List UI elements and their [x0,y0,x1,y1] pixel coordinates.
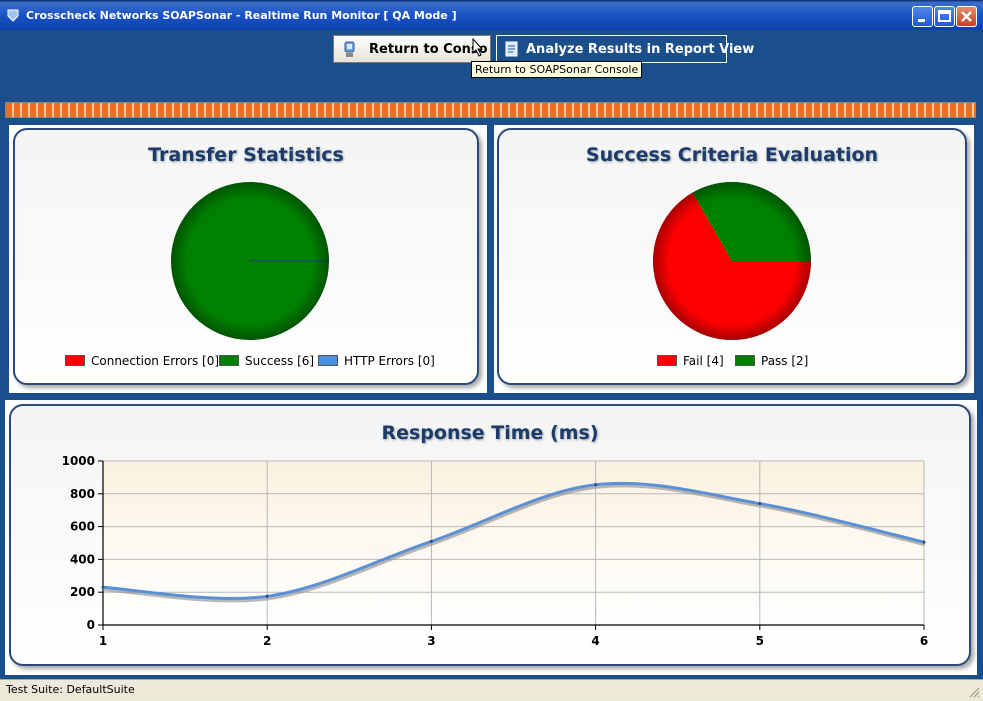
status-text: Test Suite: DefaultSuite [6,683,135,696]
x-tick-label: 2 [263,634,271,648]
legend-item-connection-errors: Connection Errors [0] [65,354,219,368]
legend-label: Success [6] [245,354,315,368]
y-tick-label: 400 [70,552,95,566]
maximize-button[interactable] [934,6,955,27]
y-tick-label: 800 [70,487,95,501]
legend-item-pass: Pass [2] [735,354,808,368]
data-point [922,540,926,544]
close-button[interactable] [956,6,977,27]
y-tick-label: 1000 [62,454,95,468]
success-criteria-pie [653,182,811,340]
success-criteria-title: Success Criteria Evaluation [585,144,879,166]
app-icon [7,9,19,22]
success-criteria-card: Success Criteria Evaluation Fail [4] Pas… [497,128,967,385]
close-icon [961,11,972,22]
legend-label: Fail [4] [683,354,724,368]
legend-label: HTTP Errors [0] [344,354,435,368]
title-bar: Crosscheck Networks SOAPSonar - Realtime… [0,0,983,30]
analyze-results-button[interactable]: Analyze Results in Report View [496,35,754,63]
transfer-statistics-legend: Connection Errors [0] Success [6] HTTP E… [65,354,445,370]
x-tick-label: 5 [756,634,764,648]
data-point [101,585,105,589]
data-point [429,539,433,543]
resize-grip-icon[interactable] [967,685,981,699]
transfer-statistics-card: Transfer Statistics Connection Errors [0… [13,128,479,385]
legend-item-http-errors: HTTP Errors [0] [318,354,435,368]
response-time-card: Response Time (ms) 0 200 400 600 800 1000 1 2 3 4… [9,404,971,666]
transfer-statistics-pie [171,182,329,340]
x-tick-label: 4 [591,634,599,648]
response-time-panel: Response Time (ms) 0 200 400 600 800 1000 1 2 3 4… [5,400,977,675]
x-tick-label: 1 [99,634,107,648]
legend-label: Connection Errors [0] [91,354,220,368]
progress-bar [5,102,976,118]
data-point [594,483,598,487]
response-time-line-chart: 0 200 400 600 800 1000 1 2 3 4 5 6 [62,454,929,648]
y-tick-label: 0 [87,618,95,632]
legend-label: Pass [2] [761,354,809,368]
legend-swatch [318,355,338,366]
analyze-results-label: Analyze Results in Report View [526,42,755,57]
tooltip: Return to SOAPSonar Console [471,61,643,78]
data-point [265,594,269,598]
main-frame: Return to Console Analyze Results in Rep… [0,30,983,701]
legend-swatch [219,355,239,366]
transfer-statistics-title: Transfer Statistics [148,144,344,166]
report-icon [505,41,518,57]
legend-swatch [65,355,85,366]
success-criteria-legend: Fail [4] Pass [2] [657,354,857,370]
series-line-shadow [103,483,926,603]
minimize-button[interactable] [912,6,933,27]
status-bar: Test Suite: DefaultSuite [0,679,983,701]
x-tick-label: 6 [920,634,928,648]
mouse-cursor-icon [472,38,484,57]
success-criteria-panel: Success Criteria Evaluation Fail [4] Pas… [494,125,974,393]
legend-item-fail: Fail [4] [657,354,724,368]
return-to-console-button[interactable]: Return to Console [333,35,491,63]
legend-item-success: Success [6] [219,354,314,368]
legend-swatch [735,355,755,366]
legend-swatch [657,355,677,366]
minimize-icon [918,19,925,22]
y-tick-label: 200 [70,585,95,599]
console-icon [344,41,355,57]
y-tick-label: 600 [70,520,95,534]
data-point [758,502,762,506]
response-time-title: Response Time (ms) [381,422,599,444]
maximize-icon [938,10,951,22]
series-line-response-time [102,481,925,600]
x-tick-label: 3 [427,634,435,648]
window-title: Crosscheck Networks SOAPSonar - Realtime… [26,9,457,22]
transfer-statistics-panel: Transfer Statistics Connection Errors [0… [9,125,487,393]
return-to-console-label: Return to Console [369,42,487,57]
